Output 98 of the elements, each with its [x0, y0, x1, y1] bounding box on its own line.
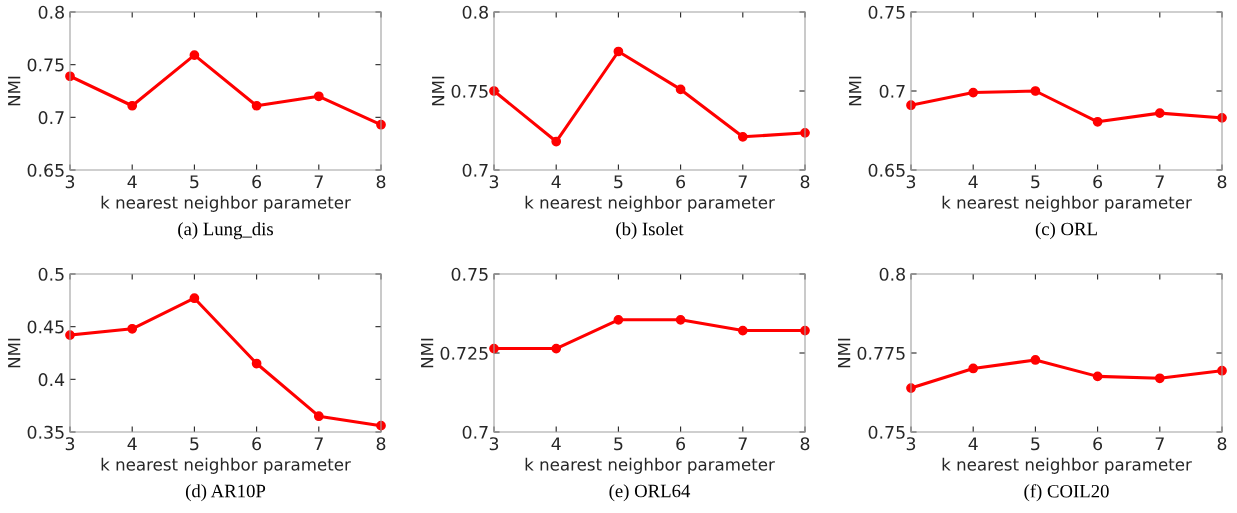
- text: (e) ORL64: [609, 484, 691, 502]
- y-tick-label: 0.775: [857, 346, 905, 360]
- point: [968, 363, 979, 374]
- y-tick-label: 0.8: [879, 267, 905, 281]
- y-axis-title: NMI: [8, 338, 21, 368]
- x-tick-label: 3: [489, 175, 499, 189]
- text: (a) Lung_dis: [178, 222, 273, 240]
- x-tick-label: 7: [1155, 175, 1164, 189]
- point: [1092, 371, 1103, 382]
- text: (d) AR10P: [185, 484, 266, 502]
- x-tick-label: 6: [1093, 437, 1103, 451]
- point: [737, 131, 748, 142]
- x-tick-label: 8: [800, 175, 810, 189]
- y-tick-label: 0.45: [27, 320, 64, 334]
- y-tick-label: 0.725: [440, 346, 488, 360]
- x-tick-label: 6: [676, 437, 686, 451]
- y-tick-label: 0.75: [868, 425, 905, 439]
- x-tick-label: 6: [252, 175, 262, 189]
- x-tick-label: 4: [127, 437, 137, 451]
- y-axis-title: NMI: [432, 76, 445, 106]
- point: [1154, 373, 1165, 384]
- x-tick-label: 4: [551, 437, 561, 451]
- x-tick-label: 6: [252, 437, 262, 451]
- x-tick-label: 7: [314, 175, 323, 189]
- x-tick-label: 3: [65, 437, 75, 451]
- text: (f) COIL20: [1024, 484, 1109, 502]
- point: [737, 325, 748, 336]
- text: (c) ORL: [1035, 222, 1097, 240]
- x-tick-label: 7: [738, 437, 747, 451]
- x-axis-title: k nearest neighbor parameter: [942, 195, 1192, 212]
- x-tick-label: 5: [190, 437, 199, 451]
- x-tick-label: 3: [906, 437, 916, 451]
- y-tick-label: 0.7: [462, 425, 488, 439]
- point: [613, 314, 624, 325]
- y-tick-label: 0.65: [868, 163, 905, 177]
- x-tick-label: 4: [551, 175, 561, 189]
- x-tick-label: 3: [906, 175, 916, 189]
- y-tick-label: 0.65: [27, 163, 64, 177]
- x-tick-label: 3: [489, 437, 499, 451]
- point: [1154, 108, 1165, 118]
- point: [313, 91, 324, 102]
- y-axis-title: NMI: [849, 76, 862, 106]
- y-tick-label: 0.8: [38, 5, 64, 19]
- y-tick-label: 0.75: [451, 267, 488, 281]
- y-tick-label: 0.5: [38, 267, 64, 281]
- x-tick-label: 5: [1031, 175, 1040, 189]
- x-tick-label: 5: [190, 175, 199, 189]
- x-axis-title: k nearest neighbor parameter: [101, 195, 351, 212]
- x-tick-label: 4: [127, 175, 137, 189]
- y-axis-title: NMI: [8, 76, 21, 106]
- x-tick-label: 5: [1031, 437, 1040, 451]
- point: [1030, 86, 1041, 96]
- point: [127, 323, 138, 334]
- point: [127, 100, 138, 111]
- y-tick-label: 0.75: [27, 58, 64, 72]
- x-tick-label: 7: [1155, 437, 1164, 451]
- x-tick-label: 4: [968, 437, 978, 451]
- x-tick-label: 8: [1217, 437, 1227, 451]
- y-tick-label: 0.35: [27, 425, 64, 439]
- x-tick-label: 7: [314, 437, 323, 451]
- y-tick-label: 0.8: [462, 5, 488, 19]
- x-axis-title: k nearest neighbor parameter: [101, 457, 351, 474]
- y-axis-title: NMI: [421, 338, 434, 368]
- x-tick-label: 5: [614, 437, 623, 451]
- text: (b) Isolet: [616, 222, 684, 240]
- point: [551, 136, 562, 147]
- x-tick-label: 8: [376, 437, 386, 451]
- y-tick-label: 0.75: [868, 5, 905, 19]
- x-axis-title: k nearest neighbor parameter: [525, 195, 775, 212]
- point: [675, 84, 686, 95]
- point: [675, 314, 686, 325]
- point: [189, 293, 200, 304]
- y-tick-label: 0.75: [451, 84, 488, 98]
- point: [1092, 116, 1103, 127]
- point: [968, 87, 979, 98]
- x-tick-label: 8: [376, 175, 386, 189]
- point: [313, 411, 324, 422]
- x-tick-label: 8: [1217, 175, 1227, 189]
- x-tick-label: 7: [738, 175, 747, 189]
- x-tick-label: 6: [1093, 175, 1103, 189]
- y-tick-label: 0.4: [38, 373, 65, 387]
- x-axis-title: k nearest neighbor parameter: [525, 457, 775, 474]
- x-tick-label: 8: [800, 437, 810, 451]
- point: [251, 358, 262, 369]
- x-tick-label: 3: [65, 175, 75, 189]
- x-tick-label: 4: [968, 175, 978, 189]
- x-axis-title: k nearest neighbor parameter: [942, 457, 1192, 474]
- y-tick-label: 0.7: [462, 163, 488, 177]
- y-tick-label: 0.7: [38, 111, 64, 125]
- y-axis-title: NMI: [838, 338, 851, 368]
- point: [251, 100, 262, 111]
- point: [551, 343, 562, 354]
- point: [189, 50, 200, 61]
- x-tick-label: 6: [676, 175, 686, 189]
- point: [1030, 355, 1041, 365]
- x-tick-label: 5: [614, 175, 623, 189]
- point: [613, 46, 624, 57]
- y-tick-label: 0.7: [879, 84, 905, 98]
